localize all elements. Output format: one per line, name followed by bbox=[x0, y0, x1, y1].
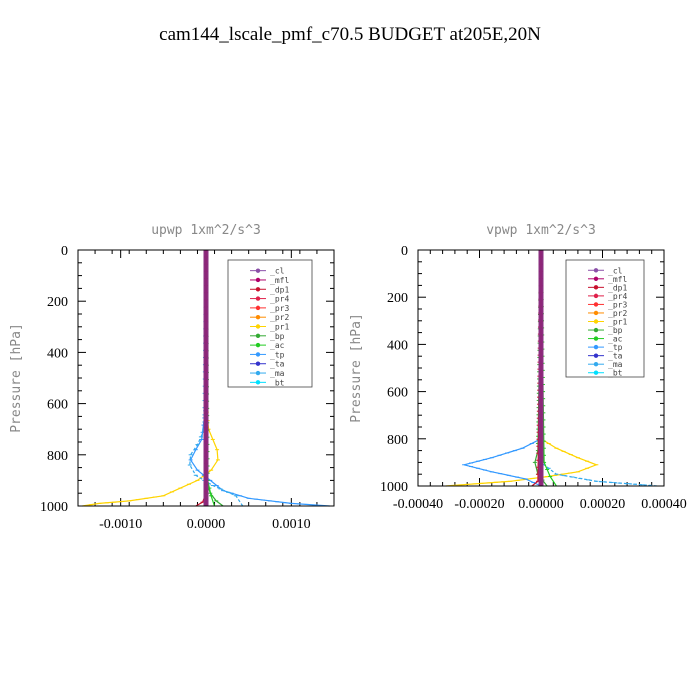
vpwp-legend-label: _cl bbox=[608, 266, 623, 275]
vpwp-legend-marker bbox=[593, 319, 599, 324]
vpwp-legend-label: _pr3 bbox=[608, 300, 627, 309]
vpwp-legend-marker bbox=[593, 268, 599, 273]
vpwp-legend-label: _bp bbox=[608, 326, 623, 335]
vpwp-x-tick-label: 0.00040 bbox=[641, 497, 687, 512]
vpwp-panel: vpwp 1xm^2/s^3 Pressure [hPa] 0 200 400 600 80… bbox=[349, 223, 687, 512]
vpwp-legend-marker bbox=[593, 336, 599, 341]
vpwp-y-tick-label: 400 bbox=[387, 338, 408, 353]
vpwp-legend-label: _pr1 bbox=[608, 318, 627, 327]
upwp-legend-marker bbox=[255, 324, 261, 329]
vpwp-legend-marker bbox=[593, 293, 599, 299]
vpwp-legend-label: _pr2 bbox=[608, 309, 627, 318]
vpwp-chart-title: vpwp 1xm^2/s^3 bbox=[486, 223, 596, 238]
upwp-legend-label: _tp bbox=[270, 350, 285, 359]
vpwp-legend-label: _dp1 bbox=[608, 283, 627, 292]
vpwp-x-tick-label: -0.00040 bbox=[393, 497, 443, 512]
vpwp-legend-marker bbox=[593, 310, 599, 316]
vpwp-legend-marker bbox=[593, 370, 599, 375]
vpwp-y-tick-label: 800 bbox=[387, 433, 408, 448]
upwp-legend-marker bbox=[255, 370, 261, 376]
upwp-panel: upwp 1xm^2/s^3 Pressure [hPa] 0 200 400 600 80… bbox=[9, 223, 335, 532]
upwp-legend-label: _dp1 bbox=[270, 285, 289, 294]
upwp-series-bp bbox=[205, 250, 224, 507]
upwp-legend-marker bbox=[255, 305, 261, 311]
vpwp-legend-label: _ac bbox=[608, 335, 623, 344]
vpwp-legend-marker bbox=[593, 327, 599, 333]
upwp-legend-marker bbox=[255, 361, 261, 366]
upwp-legend-marker bbox=[255, 352, 261, 357]
vpwp-y-tick-label: 600 bbox=[387, 386, 408, 401]
upwp-legend-label: _cl bbox=[270, 267, 285, 276]
upwp-legend: _cl_mfl_dp1_pr4_pr3_pr2_pr1_bp_ac_tp_ta_… bbox=[227, 259, 313, 388]
upwp-legend-label: _ac bbox=[270, 341, 285, 350]
vpwp-legend-label: _tp bbox=[608, 343, 623, 352]
upwp-x-tick-label: 0.0010 bbox=[272, 517, 311, 532]
upwp-legend-marker bbox=[255, 342, 261, 348]
upwp-x-tick-label: -0.0010 bbox=[99, 517, 142, 532]
vpwp-legend-marker bbox=[593, 344, 599, 350]
vpwp-legend-marker bbox=[593, 302, 599, 307]
vpwp-x-tick-label: -0.00020 bbox=[454, 497, 504, 512]
vpwp-x-tick-label: 0.00000 bbox=[518, 497, 564, 512]
upwp-y-tick-label: 800 bbox=[47, 449, 68, 464]
upwp-y-tick-label: 400 bbox=[47, 346, 68, 361]
upwp-legend-box bbox=[227, 259, 313, 388]
upwp-legend-marker bbox=[255, 268, 261, 273]
upwp-legend-label: _bt bbox=[270, 378, 285, 387]
vpwp-legend: _cl_mfl_dp1_pr4_pr3_pr2_pr1_bp_ac_tp_ta_… bbox=[565, 259, 645, 378]
upwp-y-tick-label: 200 bbox=[47, 295, 68, 310]
vpwp-legend-marker bbox=[593, 285, 599, 290]
vpwp-y-axis-label: Pressure [hPa] bbox=[349, 313, 364, 423]
upwp-y-tick-label: 1000 bbox=[40, 500, 68, 515]
upwp-plot-frame bbox=[77, 249, 335, 507]
upwp-legend-label: _pr1 bbox=[270, 323, 289, 332]
vpwp-x-tick-label: 0.00020 bbox=[580, 497, 626, 512]
upwp-legend-label: _bp bbox=[270, 332, 285, 341]
vpwp-legend-label: _bt bbox=[608, 369, 623, 378]
upwp-center-profile bbox=[203, 250, 209, 506]
upwp-x-tick-label: 0.0000 bbox=[187, 517, 226, 532]
vpwp-legend-marker bbox=[593, 276, 599, 282]
upwp-y-tick-label: 600 bbox=[47, 398, 68, 413]
upwp-legend-marker bbox=[255, 380, 261, 385]
figure-title: cam144_lscale_pmf_c70.5 BUDGET at205E,20… bbox=[159, 24, 541, 45]
vpwp-legend-label: _ma bbox=[608, 360, 623, 369]
upwp-legend-marker bbox=[255, 277, 261, 283]
vpwp-series-tp bbox=[463, 250, 542, 487]
upwp-legend-marker bbox=[255, 296, 261, 301]
upwp-legend-label: _ma bbox=[270, 369, 285, 378]
vpwp-legend-label: _pr4 bbox=[608, 292, 627, 301]
vpwp-y-tick-label: 1000 bbox=[380, 480, 408, 495]
upwp-legend-marker bbox=[255, 287, 261, 292]
vpwp-legend-marker bbox=[593, 361, 599, 367]
upwp-legend-marker bbox=[255, 314, 261, 320]
vpwp-legend-label: _mfl bbox=[608, 275, 627, 284]
upwp-legend-label: _ta bbox=[270, 360, 285, 369]
vpwp-legend-box bbox=[565, 259, 645, 378]
upwp-legend-label: _pr4 bbox=[270, 295, 289, 304]
upwp-legend-marker bbox=[255, 333, 261, 339]
upwp-legend-label: _pr3 bbox=[270, 304, 289, 313]
upwp-legend-label: _mfl bbox=[270, 276, 289, 285]
vpwp-plot-frame bbox=[417, 249, 665, 487]
vpwp-legend-label: _ta bbox=[608, 352, 623, 361]
upwp-y-tick-label: 0 bbox=[61, 244, 68, 259]
upwp-series-pr1 bbox=[82, 250, 219, 507]
vpwp-center-profile bbox=[538, 250, 544, 486]
upwp-y-axis-label: Pressure [hPa] bbox=[9, 323, 24, 433]
vpwp-y-tick-label: 0 bbox=[401, 244, 408, 259]
upwp-chart-title: upwp 1xm^2/s^3 bbox=[151, 223, 261, 238]
upwp-legend-label: _pr2 bbox=[270, 313, 289, 322]
vpwp-y-tick-label: 200 bbox=[387, 291, 408, 306]
vpwp-legend-marker bbox=[593, 353, 599, 358]
